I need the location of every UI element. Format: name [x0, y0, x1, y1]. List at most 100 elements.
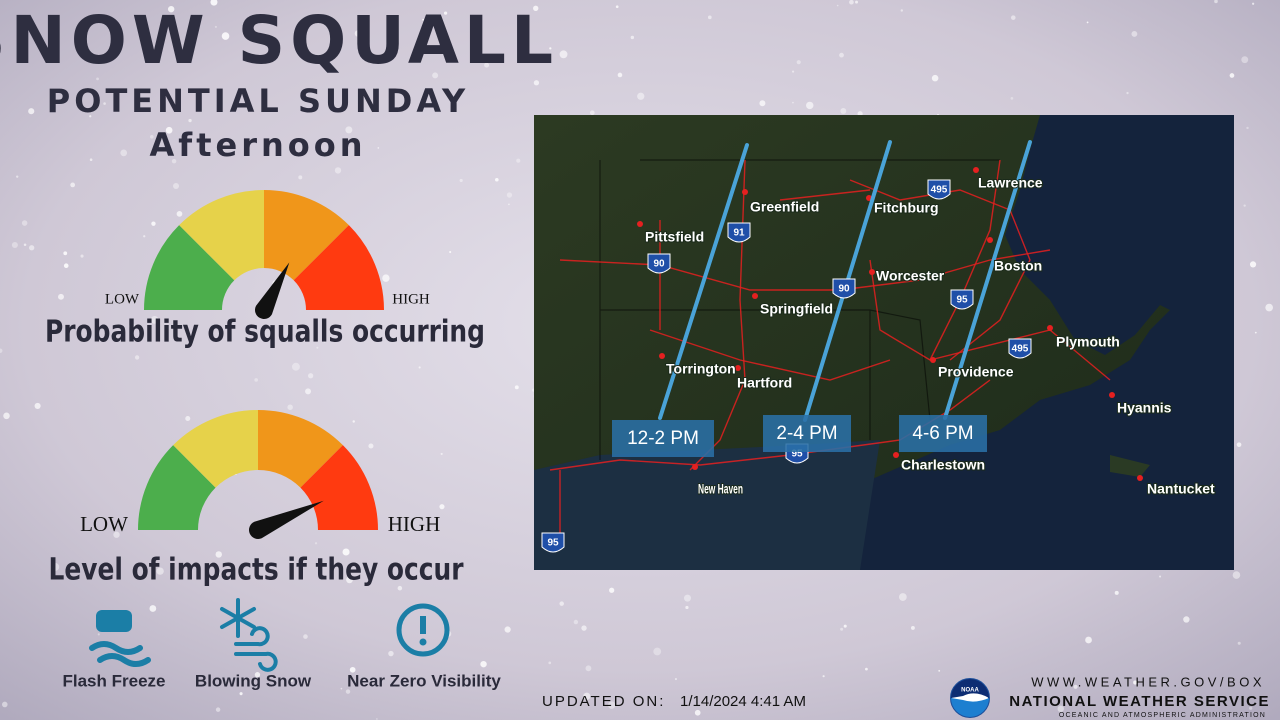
snowflake: [1236, 442, 1242, 448]
snowflake: [176, 210, 183, 217]
city: Fitchburg: [874, 200, 939, 216]
snowflake: [484, 62, 490, 68]
snowflake: [97, 633, 100, 636]
snowflake: [931, 74, 939, 82]
snowflake: [694, 709, 701, 716]
snowflake: [70, 182, 76, 188]
snowflake: [346, 576, 353, 584]
snowflake: [533, 5, 539, 11]
snowflake: [388, 650, 394, 657]
snowflake: [1131, 31, 1138, 37]
snowflake: [215, 551, 222, 558]
highway-number: 495: [1012, 344, 1029, 355]
snowflake: [16, 175, 19, 178]
map: [534, 115, 1234, 570]
snowflake: [34, 402, 41, 409]
snowflake: [840, 627, 844, 631]
snowflake: [134, 355, 140, 360]
agency: NATIONAL WEATHER SERVICE: [1009, 693, 1270, 710]
snowflake: [352, 420, 355, 423]
snowflake: [1159, 575, 1162, 578]
snowflake: [254, 672, 261, 678]
snowflake: [167, 5, 175, 13]
updated-time: 1/14/2024 4:41 AM: [680, 693, 806, 710]
snowflake: [549, 47, 552, 50]
snowflake: [796, 60, 801, 65]
snowflake: [615, 5, 619, 9]
snowflake: [215, 570, 221, 576]
snowflake: [298, 175, 303, 180]
snowflake: [3, 412, 10, 420]
snowflake: [305, 388, 312, 395]
icon-label: Flash Freeze: [63, 671, 166, 690]
snowflake: [843, 624, 847, 628]
snowflake: [617, 72, 623, 78]
snowflake: [150, 315, 159, 324]
highway-number: 495: [931, 185, 948, 196]
icon-label: Near Zero Visibility: [347, 671, 501, 690]
snowflake: [308, 373, 314, 379]
snowflake: [508, 203, 510, 206]
snowflake: [210, 0, 218, 6]
snowflake: [185, 415, 191, 422]
snowflake: [836, 4, 839, 7]
snowflake: [1133, 680, 1138, 685]
noaa-logo: NOAA: [950, 678, 990, 718]
snowflake: [432, 72, 439, 79]
snowflake: [865, 667, 868, 671]
snowflake: [759, 100, 766, 107]
snowflake: [674, 677, 678, 681]
snowflake: [373, 87, 377, 91]
snowflake: [314, 542, 318, 545]
snowflake: [630, 35, 635, 40]
city: Charlestown: [901, 457, 985, 473]
snowflake: [1252, 2, 1255, 5]
snowflake: [156, 567, 164, 575]
city: Hartford: [737, 375, 792, 391]
snowflake: [439, 504, 445, 510]
city: Nantucket: [1147, 481, 1215, 497]
gauge: [138, 410, 378, 539]
highway-number: 95: [547, 538, 559, 549]
snowflake: [149, 605, 157, 612]
snowflake: [0, 348, 3, 354]
city: Boston: [994, 258, 1042, 274]
gauge-segment: [300, 445, 378, 530]
snowflake: [806, 101, 814, 110]
snowflake: [589, 110, 595, 116]
snowflake: [173, 182, 180, 189]
icon-label: Blowing Snow: [195, 671, 312, 690]
icon-blowing-snow: [220, 598, 278, 672]
highway-shields: 495 91 90 90 95 495 95 95: [541, 179, 1032, 553]
snowflake: [938, 669, 941, 672]
snowflake: [849, 0, 854, 5]
highway-number: 90: [653, 259, 665, 270]
snowflake: [607, 701, 616, 709]
snowflake: [349, 666, 356, 673]
snowflake: [685, 605, 689, 610]
snowflake: [792, 70, 795, 73]
snowflake: [449, 250, 452, 254]
snowflake: [581, 625, 587, 631]
snowflake: [1057, 705, 1064, 713]
snowflake: [495, 177, 499, 182]
snowflake: [480, 660, 487, 668]
snowflake: [239, 692, 243, 696]
snowflake: [128, 323, 136, 330]
snowflake: [548, 661, 552, 665]
city: Springfield: [760, 301, 833, 317]
snowflake: [221, 32, 230, 40]
gauge-segment: [293, 225, 384, 310]
snowflake: [342, 548, 350, 556]
snowflake: [340, 687, 343, 690]
gauge-segment: [173, 410, 258, 488]
snowflake: [287, 404, 293, 410]
gauge-segment: [144, 225, 235, 310]
highway-number: 91: [733, 228, 745, 239]
gauge-caption: Probability of squalls occurring: [45, 315, 485, 350]
snowflake: [354, 30, 362, 37]
snowflake: [89, 158, 93, 161]
snowflake: [149, 134, 154, 139]
updated-label: UPDATED ON:: [542, 693, 665, 710]
